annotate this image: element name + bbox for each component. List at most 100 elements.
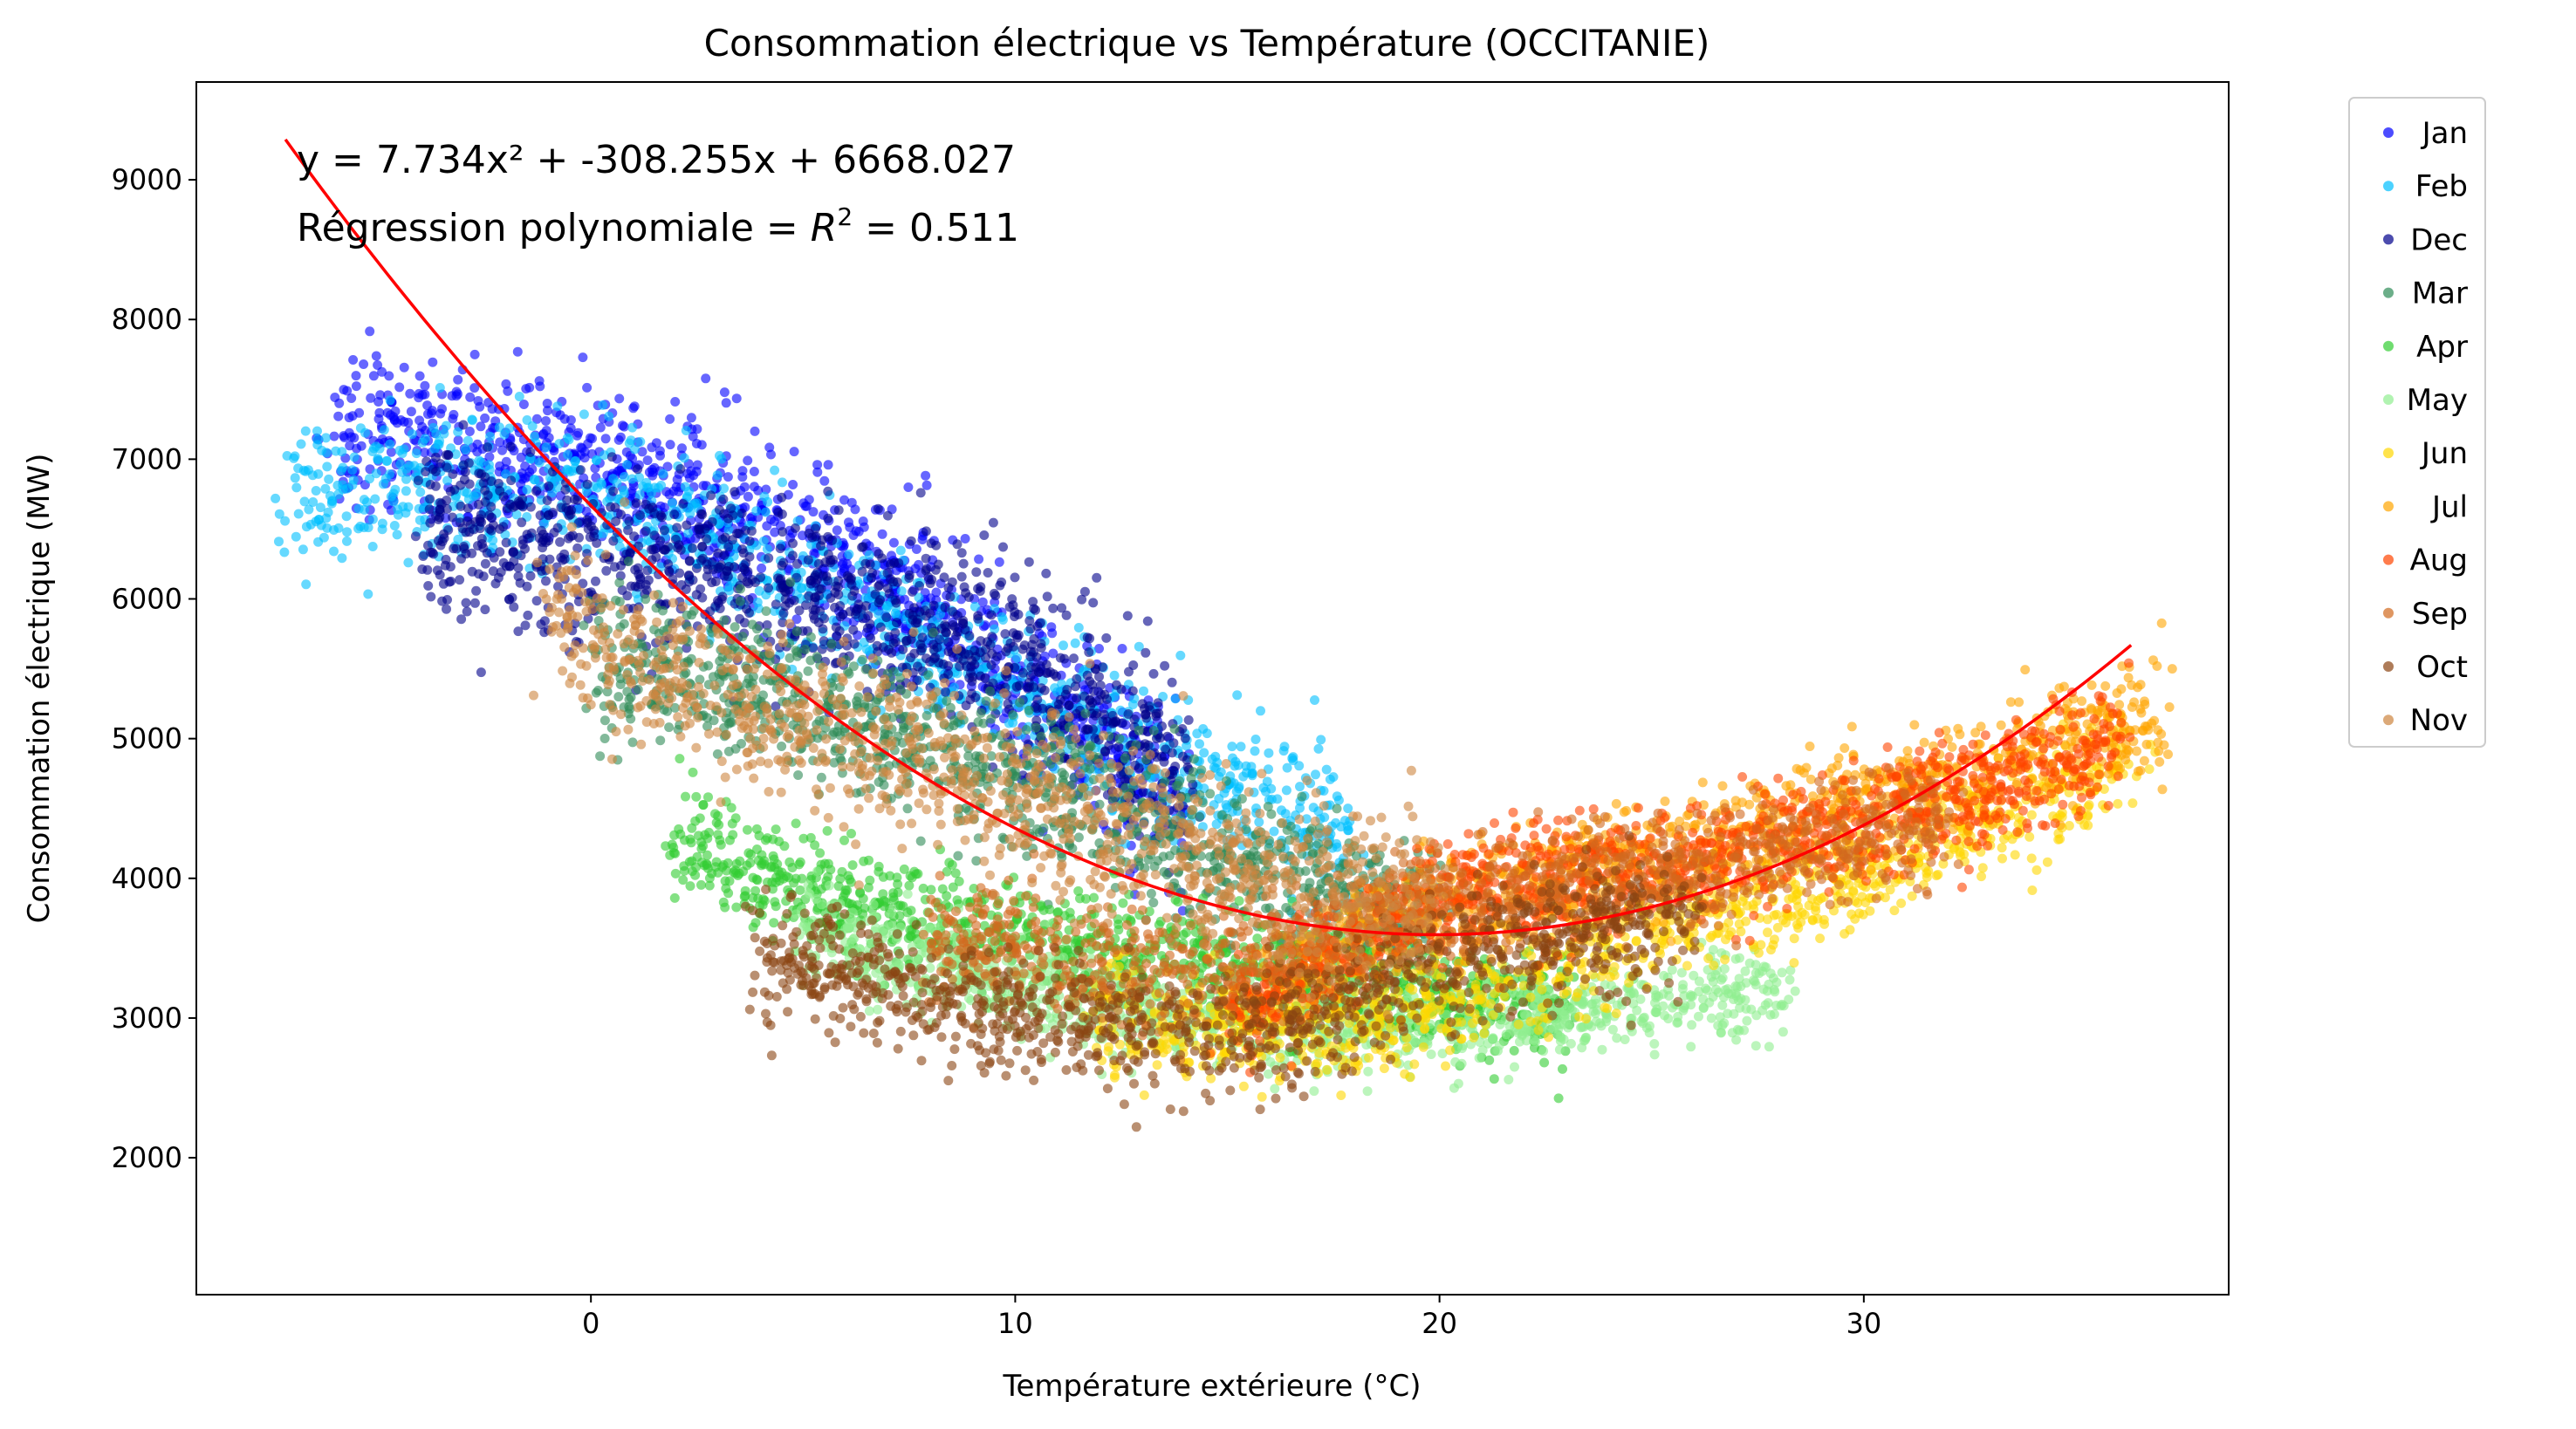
- data-point: [435, 504, 445, 515]
- data-point: [371, 468, 381, 479]
- data-point: [720, 876, 730, 886]
- data-point: [754, 585, 764, 596]
- data-point: [515, 500, 525, 510]
- data-point: [743, 491, 753, 502]
- data-point: [349, 452, 360, 462]
- data-point: [312, 426, 322, 436]
- data-point: [691, 467, 702, 476]
- data-point: [544, 433, 554, 443]
- data-point: [1079, 586, 1090, 597]
- data-point: [975, 647, 985, 658]
- data-point: [523, 610, 533, 620]
- data-point: [1088, 598, 1099, 608]
- data-point: [345, 441, 355, 451]
- data-point: [1029, 604, 1039, 614]
- data-point: [578, 352, 588, 363]
- data-point: [1234, 896, 1244, 906]
- data-point: [955, 661, 965, 672]
- data-point: [333, 411, 344, 421]
- data-point: [980, 673, 990, 683]
- data-point: [535, 381, 545, 392]
- data-point: [865, 619, 875, 629]
- data-point: [374, 407, 385, 418]
- data-point: [943, 669, 954, 679]
- data-point: [664, 489, 675, 500]
- data-point: [749, 467, 759, 476]
- data-point: [662, 462, 673, 472]
- data-point: [1064, 701, 1074, 711]
- data-point: [672, 523, 682, 533]
- data-point: [1295, 803, 1305, 813]
- data-point: [329, 431, 339, 441]
- data-point: [442, 475, 453, 486]
- data-point: [968, 672, 978, 682]
- data-point: [365, 474, 374, 484]
- data-point: [385, 395, 395, 406]
- data-point: [813, 558, 824, 569]
- data-point: [719, 550, 730, 560]
- data-point: [812, 467, 823, 477]
- data-point: [552, 482, 563, 493]
- data-point: [694, 522, 704, 532]
- data-point: [788, 538, 798, 549]
- data-point: [311, 486, 321, 496]
- data-point: [965, 694, 976, 705]
- data-point: [808, 507, 819, 517]
- data-point: [595, 422, 606, 433]
- data-point: [987, 632, 997, 642]
- data-point: [727, 535, 737, 545]
- data-point: [761, 507, 771, 517]
- data-point: [960, 534, 970, 544]
- data-point: [1021, 725, 1031, 735]
- data-point: [695, 584, 706, 594]
- data-point: [459, 542, 469, 551]
- data-point: [385, 439, 395, 449]
- data-point: [864, 550, 874, 560]
- data-point: [1122, 611, 1133, 621]
- data-point: [348, 355, 359, 365]
- data-point: [403, 557, 414, 568]
- data-point: [839, 835, 849, 845]
- data-point: [927, 575, 937, 585]
- data-point: [509, 602, 519, 612]
- data-point: [1300, 866, 1311, 876]
- data-point: [563, 449, 572, 460]
- data-point: [367, 447, 378, 456]
- data-point: [1008, 710, 1018, 720]
- data-point: [451, 391, 462, 401]
- data-point: [473, 541, 483, 551]
- data-point: [1113, 742, 1124, 752]
- data-point: [608, 536, 619, 546]
- data-point: [1333, 795, 1344, 805]
- data-point: [675, 464, 686, 474]
- data-point: [598, 528, 608, 538]
- data-point: [778, 527, 788, 537]
- data-point: [469, 349, 480, 359]
- data-point: [424, 504, 435, 515]
- data-point: [670, 397, 681, 407]
- data-point: [321, 513, 332, 523]
- data-point: [669, 509, 680, 520]
- data-point: [1036, 643, 1046, 653]
- data-point: [838, 609, 848, 619]
- data-point: [735, 596, 745, 606]
- data-point: [1036, 683, 1046, 694]
- data-point: [921, 470, 931, 481]
- data-point: [407, 429, 417, 440]
- data-point: [805, 632, 816, 642]
- data-point: [706, 490, 716, 501]
- data-point: [1148, 668, 1159, 679]
- data-point: [677, 443, 687, 454]
- data-point: [493, 572, 504, 583]
- data-point: [311, 516, 321, 527]
- data-point: [928, 645, 939, 655]
- data-point: [1048, 648, 1058, 659]
- data-point: [356, 441, 367, 451]
- data-point: [494, 422, 504, 433]
- data-point: [560, 484, 571, 495]
- data-point: [476, 421, 486, 432]
- data-point: [480, 605, 490, 615]
- data-point: [1144, 701, 1154, 711]
- data-point: [563, 533, 573, 544]
- data-point: [1232, 690, 1243, 701]
